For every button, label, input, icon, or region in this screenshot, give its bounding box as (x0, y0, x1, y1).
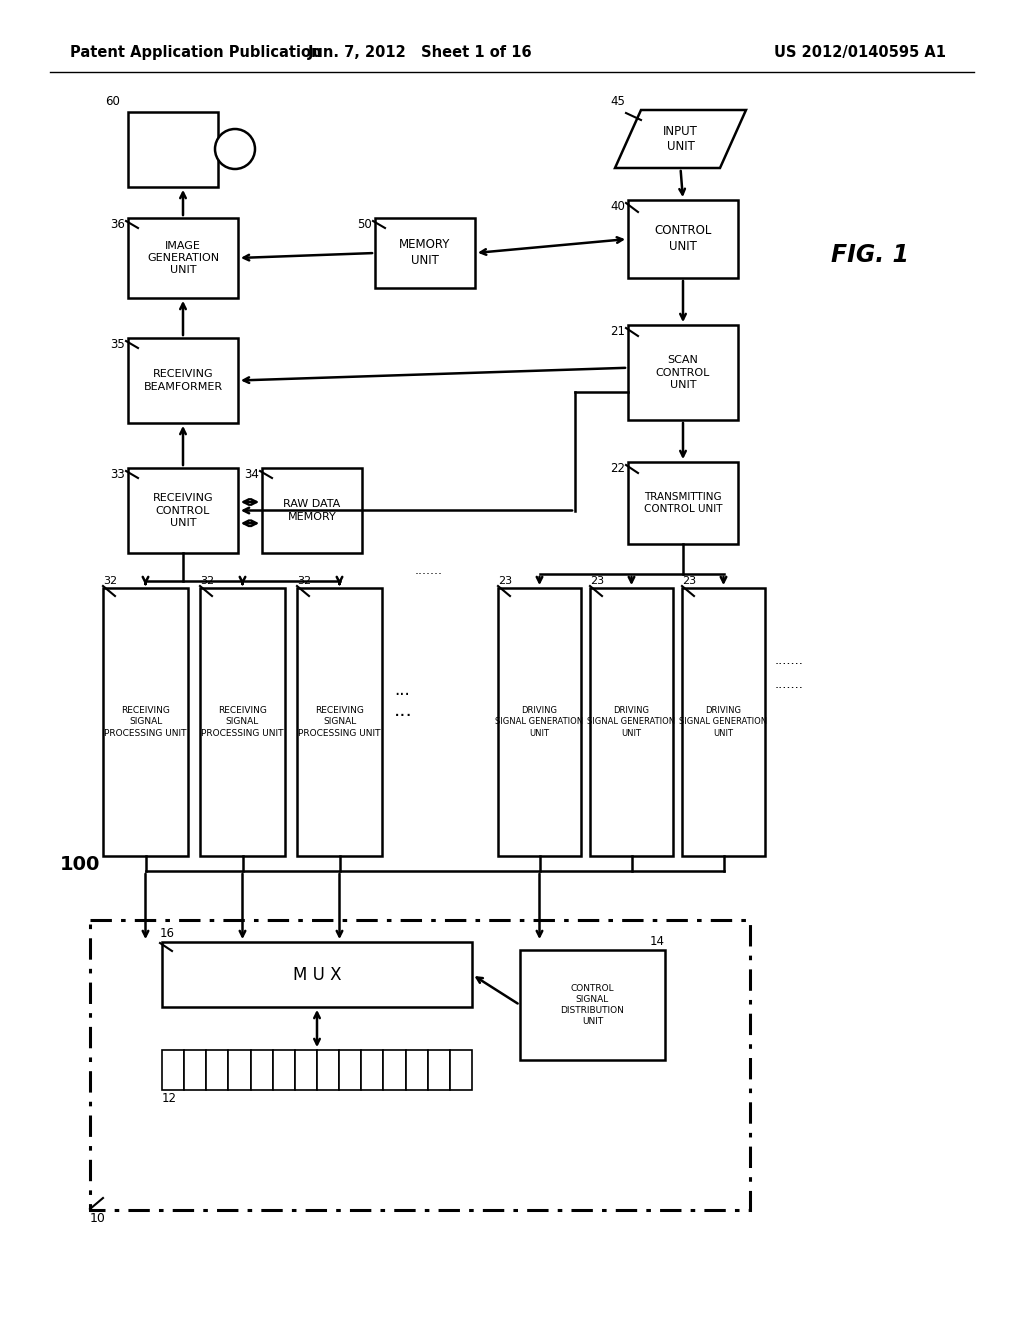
FancyBboxPatch shape (628, 201, 738, 279)
Text: 33: 33 (111, 469, 125, 480)
FancyBboxPatch shape (200, 587, 285, 855)
Text: 36: 36 (111, 218, 125, 231)
Text: 40: 40 (610, 201, 625, 213)
Text: 23: 23 (498, 576, 512, 586)
Text: US 2012/0140595 A1: US 2012/0140595 A1 (774, 45, 946, 59)
Text: RECEIVING
BEAMFORMER: RECEIVING BEAMFORMER (143, 370, 222, 392)
FancyBboxPatch shape (272, 1049, 295, 1090)
Circle shape (215, 129, 255, 169)
Text: 34: 34 (244, 469, 259, 480)
Polygon shape (615, 110, 746, 168)
Text: 35: 35 (111, 338, 125, 351)
Text: TRANSMITTING
CONTROL UNIT: TRANSMITTING CONTROL UNIT (644, 492, 722, 515)
FancyBboxPatch shape (339, 1049, 361, 1090)
Text: RECEIVING
SIGNAL
PROCESSING UNIT: RECEIVING SIGNAL PROCESSING UNIT (298, 706, 381, 738)
Text: 10: 10 (90, 1212, 105, 1225)
FancyBboxPatch shape (162, 1049, 184, 1090)
Text: CONTROL
SIGNAL
DISTRIBUTION
UNIT: CONTROL SIGNAL DISTRIBUTION UNIT (560, 983, 625, 1026)
Text: RECEIVING
SIGNAL
PROCESSING UNIT: RECEIVING SIGNAL PROCESSING UNIT (202, 706, 284, 738)
Text: .......: ....... (415, 565, 443, 578)
Text: 45: 45 (610, 95, 625, 108)
Text: RECEIVING
SIGNAL
PROCESSING UNIT: RECEIVING SIGNAL PROCESSING UNIT (104, 706, 186, 738)
FancyBboxPatch shape (184, 1049, 206, 1090)
FancyBboxPatch shape (383, 1049, 406, 1090)
FancyBboxPatch shape (628, 325, 738, 420)
Text: M U X: M U X (293, 965, 341, 983)
Text: IMAGE
GENERATION
UNIT: IMAGE GENERATION UNIT (146, 240, 219, 276)
Text: 32: 32 (297, 576, 311, 586)
Text: 14: 14 (650, 935, 665, 948)
FancyBboxPatch shape (103, 587, 188, 855)
Text: MEMORY
UNIT: MEMORY UNIT (399, 239, 451, 268)
Text: 32: 32 (103, 576, 117, 586)
FancyBboxPatch shape (361, 1049, 383, 1090)
Text: DRIVING
SIGNAL GENERATION
UNIT: DRIVING SIGNAL GENERATION UNIT (588, 706, 676, 738)
Text: RECEIVING
CONTROL
UNIT: RECEIVING CONTROL UNIT (153, 494, 213, 528)
Text: INPUT
UNIT: INPUT UNIT (664, 125, 698, 153)
FancyBboxPatch shape (162, 942, 472, 1007)
Text: RAW DATA
MEMORY: RAW DATA MEMORY (284, 499, 341, 521)
FancyBboxPatch shape (628, 462, 738, 544)
Text: 21: 21 (610, 325, 625, 338)
Text: Jun. 7, 2012   Sheet 1 of 16: Jun. 7, 2012 Sheet 1 of 16 (307, 45, 532, 59)
FancyBboxPatch shape (297, 587, 382, 855)
Text: .......: ....... (775, 653, 804, 667)
Text: DRIVING
SIGNAL GENERATION
UNIT: DRIVING SIGNAL GENERATION UNIT (680, 706, 768, 738)
Text: 23: 23 (682, 576, 696, 586)
FancyBboxPatch shape (498, 587, 581, 855)
FancyBboxPatch shape (406, 1049, 428, 1090)
Text: 60: 60 (105, 95, 120, 108)
FancyBboxPatch shape (128, 218, 238, 298)
FancyBboxPatch shape (295, 1049, 317, 1090)
FancyBboxPatch shape (128, 338, 238, 422)
FancyBboxPatch shape (228, 1049, 251, 1090)
FancyBboxPatch shape (590, 587, 673, 855)
Text: 100: 100 (60, 855, 100, 874)
FancyBboxPatch shape (682, 587, 765, 855)
Text: 32: 32 (200, 576, 214, 586)
FancyBboxPatch shape (206, 1049, 228, 1090)
FancyBboxPatch shape (251, 1049, 272, 1090)
Text: Patent Application Publication: Patent Application Publication (70, 45, 322, 59)
Text: 22: 22 (610, 462, 625, 475)
Text: ...: ... (394, 701, 413, 719)
Text: .......: ....... (775, 678, 804, 692)
Text: FIG. 1: FIG. 1 (831, 243, 909, 267)
Text: SCAN
CONTROL
UNIT: SCAN CONTROL UNIT (655, 355, 711, 389)
FancyBboxPatch shape (262, 469, 362, 553)
FancyBboxPatch shape (128, 112, 218, 187)
Text: 23: 23 (590, 576, 604, 586)
FancyBboxPatch shape (375, 218, 475, 288)
Text: DRIVING
SIGNAL GENERATION
UNIT: DRIVING SIGNAL GENERATION UNIT (496, 706, 584, 738)
Text: CONTROL
UNIT: CONTROL UNIT (654, 224, 712, 253)
FancyBboxPatch shape (520, 950, 665, 1060)
Text: 16: 16 (160, 927, 175, 940)
FancyBboxPatch shape (450, 1049, 472, 1090)
Text: 12: 12 (162, 1092, 177, 1105)
FancyBboxPatch shape (428, 1049, 450, 1090)
Text: ...: ... (394, 681, 410, 700)
Text: 50: 50 (357, 218, 372, 231)
FancyBboxPatch shape (317, 1049, 339, 1090)
FancyBboxPatch shape (128, 469, 238, 553)
